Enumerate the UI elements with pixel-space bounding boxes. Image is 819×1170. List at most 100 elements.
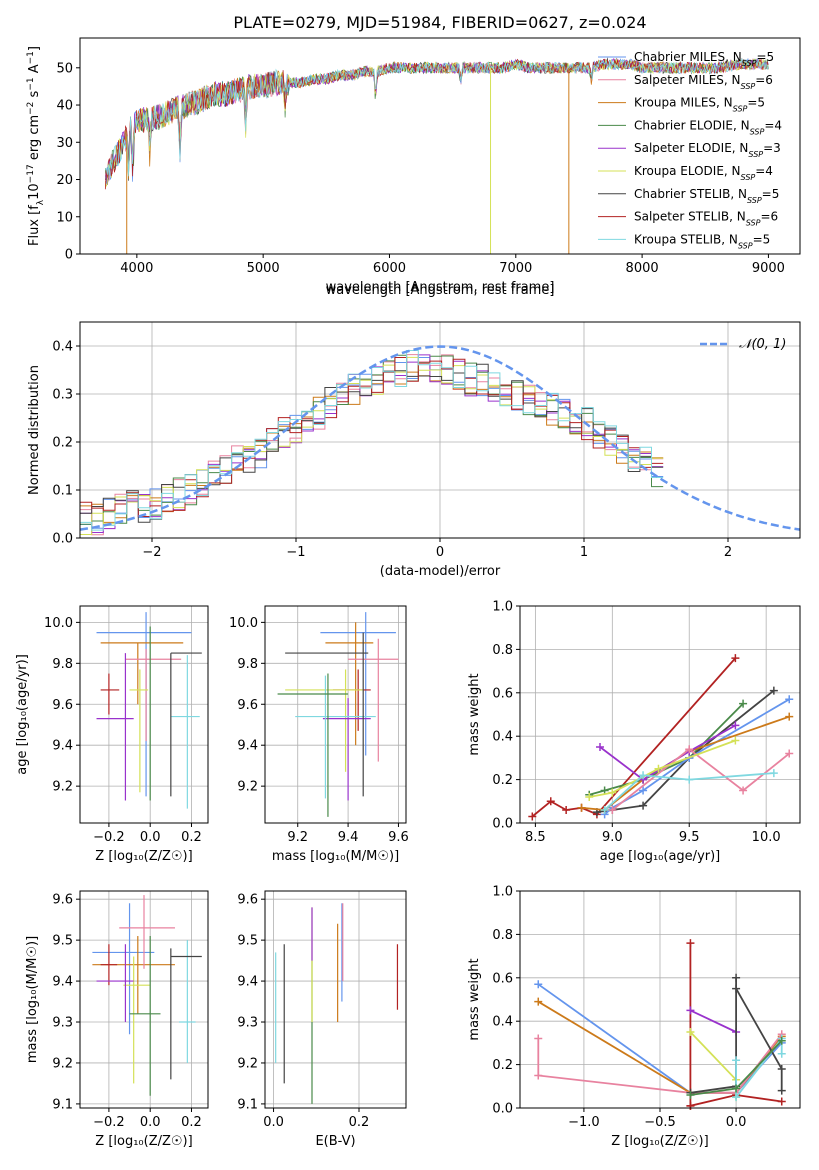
x-axis-label: (data-model)/error (380, 564, 501, 579)
x-axis-label: Z [log₁₀(Z/Z☉)] (611, 1134, 708, 1149)
legend-label-sub: SSP (747, 195, 762, 204)
legend-label-text: Kroupa MILES, N (634, 96, 733, 110)
y-tick-label: 0.8 (492, 928, 513, 943)
x-tick-label: 5000 (247, 261, 280, 276)
y-tick-label: 10.0 (44, 616, 73, 631)
y-tick-label: 9.2 (237, 1056, 258, 1071)
y-tick-label: 9.2 (52, 780, 73, 795)
mass-weight-marker (685, 775, 694, 784)
mass-weight-marker (785, 749, 794, 758)
y-tick-label: 0.2 (52, 436, 73, 451)
legend-label-text: Salpeter STELIB, N (634, 210, 746, 224)
mass-weight-marker (732, 984, 741, 993)
y-tick-label: 50 (56, 61, 73, 76)
mass-weight-marker (777, 1049, 786, 1058)
mass-weight-marker (600, 805, 609, 814)
mass-weight-marker (608, 805, 617, 814)
mass-weight-marker (686, 1028, 695, 1037)
y-tick-label: 0.4 (492, 730, 513, 745)
plot-frame (79, 890, 209, 1109)
mass-weight-line (735, 1035, 783, 1100)
mass-weight-marker (639, 801, 648, 810)
y-axis-label: mass weight (467, 673, 482, 755)
mass-weight-marker (777, 1097, 786, 1106)
y-tick-label: 9.6 (237, 698, 258, 713)
mass-weight-marker (534, 1034, 543, 1043)
legend-label-n: =5 (756, 50, 774, 64)
mass-weight-marker (731, 721, 740, 730)
mass-weight-marker (785, 695, 794, 704)
mass-weight-marker (654, 764, 663, 773)
mass-weight-marker (608, 788, 617, 797)
y-axis-label-part: ] (27, 46, 42, 51)
mass-weight-line (689, 943, 782, 1107)
y-tick-label: 9.4 (237, 975, 258, 990)
x-tick-label: 0 (436, 545, 444, 560)
y-axis-label-part: erg cm (27, 115, 42, 164)
mass-weight-marker (639, 771, 648, 780)
y-axis-label-part: −1 (26, 51, 36, 64)
x-tick-label: 8000 (626, 261, 659, 276)
y-tick-label: 9.4 (52, 975, 73, 990)
y-tick-label: 0.6 (492, 686, 513, 701)
y-tick-label: 9.6 (52, 698, 73, 713)
y-tick-label: 9.5 (237, 934, 258, 949)
mass-weight-marker (686, 1090, 695, 1099)
mass-weight-marker (785, 712, 794, 721)
x-axis-label: Z [log₁₀(Z/Z☉)] (95, 1134, 192, 1149)
legend-label: Chabrier STELIB, NSSP=5 (634, 187, 779, 205)
mass-vs-extinction-panel: 0.0 0.2 9.1 9.2 9.3 9.4 9.5 9.6 E(B-V) (237, 890, 407, 1149)
y-axis-label-part: A (27, 64, 42, 77)
y-axis-label-part: λ (36, 199, 46, 205)
mass-weight-line (604, 698, 790, 815)
x-tick-label: 0.0 (140, 830, 161, 845)
legend-label-n: =4 (764, 118, 782, 132)
x-tick-label: 0.0 (140, 1115, 161, 1130)
mass-weight-marker (731, 654, 740, 663)
histogram-step (80, 357, 664, 517)
y-axis-label: age [log₁₀(age/yr)] (15, 654, 30, 775)
plot-frame (79, 37, 801, 255)
y-tick-label: 9.3 (237, 1016, 258, 1031)
y-tick-label: 0.0 (492, 1102, 513, 1117)
y-tick-label: 1.0 (492, 885, 513, 900)
x-tick-label: −1.0 (568, 1115, 600, 1130)
legend-label: Salpeter ELODIE, NSSP=3 (634, 141, 781, 159)
y-axis-label: mass weight (467, 958, 482, 1040)
x-tick-label: 6000 (373, 261, 406, 276)
x-tick-label: 9.0 (602, 830, 623, 845)
x-tick-label: 9.2 (287, 830, 308, 845)
legend-label: Kroupa ELODIE, NSSP=4 (634, 164, 773, 182)
y-axis-label: Normed distribution (27, 365, 42, 495)
plot-frame (264, 605, 407, 824)
mass-vs-metallicity-panel: −0.2 0.0 0.2 9.1 9.2 9.3 9.4 9.5 9.6 Z [log₁₀(Z/Z… (25, 890, 209, 1149)
x-tick-label: 9.5 (679, 830, 700, 845)
y-tick-label: 9.8 (52, 657, 73, 672)
x-tick-label: −0.2 (93, 1115, 125, 1130)
legend-label-text: Salpeter MILES, N (634, 73, 741, 87)
legend-label-text: Chabrier ELODIE, N (634, 118, 750, 132)
x-tick-label: 4000 (120, 261, 153, 276)
mass-weight-marker (577, 803, 586, 812)
mass-weight-marker (686, 1101, 695, 1110)
x-tick-label: −0.2 (93, 830, 125, 845)
y-tick-label: 0.4 (52, 340, 73, 355)
y-tick-label: 9.5 (52, 934, 73, 949)
y-tick-label: 0 (65, 248, 73, 263)
x-tick-label: 10.0 (752, 830, 781, 845)
x-tick-label: −2 (142, 545, 161, 560)
mass-weight-marker (732, 1093, 741, 1102)
legend-label: Salpeter MILES, NSSP=6 (634, 73, 773, 91)
x-axis-label: Z [log₁₀(Z/Z☉)] (95, 849, 192, 864)
x-axis-label: wavelength [Angstrom, rest frame] (326, 283, 555, 298)
mass-weight-marker (534, 1071, 543, 1080)
y-tick-label: 9.8 (237, 657, 258, 672)
y-tick-label: 0.4 (492, 1015, 513, 1030)
y-tick-label: 9.4 (52, 739, 73, 754)
mass-weight-marker (777, 1036, 786, 1045)
x-tick-label: 7000 (499, 261, 532, 276)
mass-weight-marker (686, 1006, 695, 1015)
legend-label-n: =4 (755, 164, 773, 178)
legend-label-text: Kroupa STELIB, N (634, 232, 738, 246)
age-vs-metallicity-panel: −0.2 0.0 0.2 9.2 9.4 9.6 9.8 10.0 Z [log₁₀(Z/Z☉)… (15, 605, 209, 864)
